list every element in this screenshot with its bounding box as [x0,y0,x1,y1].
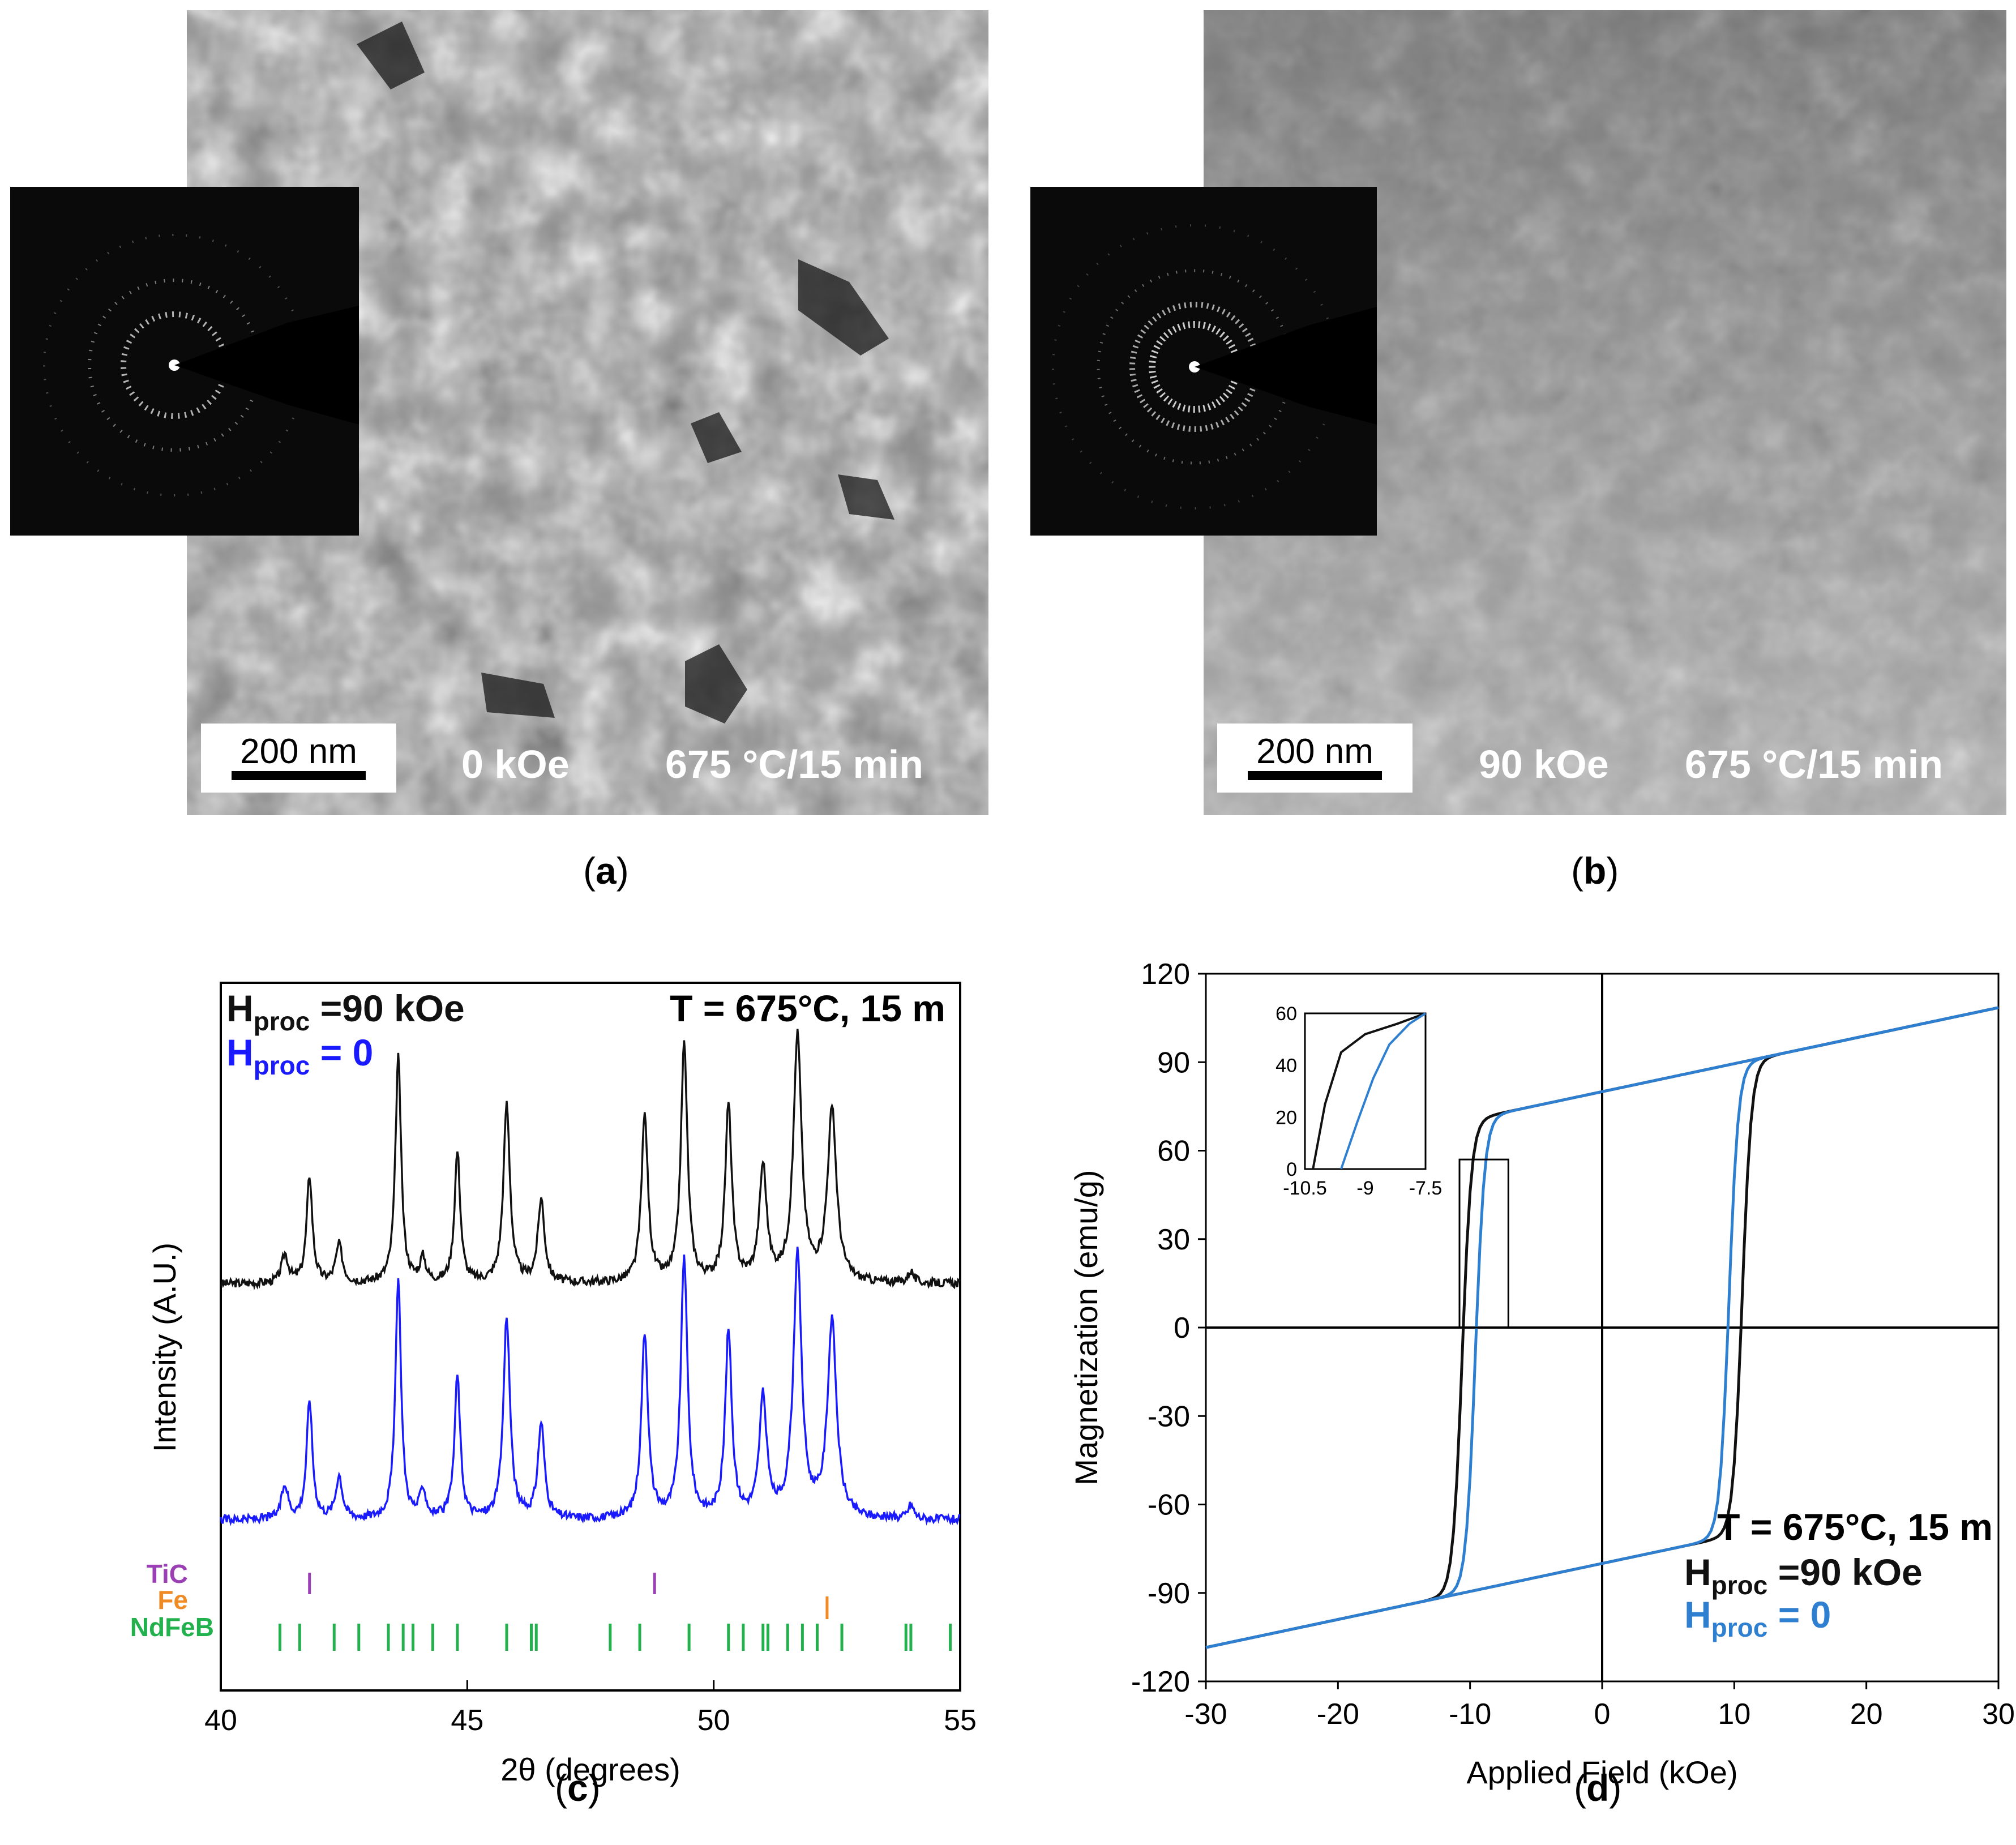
mh-inset-x-tick-label: -9 [1356,1178,1373,1199]
xrd-annotation: T = 675°C, 15 m [670,987,945,1029]
mh-inset-y-tick-label: 0 [1286,1159,1297,1180]
mh-inset-y-tick-label: 60 [1275,1003,1297,1025]
mh-series [1205,1006,1999,1649]
hysteresis-chart: -30 -20 -10 0 10 20 301209060300-30-60-90-120 … [1068,958,2015,1790]
scale-bar-label-a: 200 nm [240,732,357,771]
xrd-x-axis-label: 2θ (degrees) [500,1752,680,1787]
mh-legend-black: Hproc =90 kOe [1684,1551,1923,1600]
mh-x-axis-label: Applied Field (kOe) [1466,1754,1737,1790]
diffraction-rings-b [1052,224,1377,510]
scale-bar-a [232,771,366,780]
mh-x-tick-label: 30 [1982,1698,2015,1731]
xrd-chart: 40 45 50 55 2θ (degrees) Intensity (A.U.) H… [130,982,977,1787]
tem-micrograph-a [187,10,988,815]
xrd-x-tick-label: 45 [451,1704,483,1737]
phase-label-ndfeb: NdFeB [130,1612,214,1642]
phase-label-fe: Fe [157,1585,188,1615]
panel-a: 200 nm 0 kOe 675 °C/15 min (a) [0,0,996,892]
saed-pattern-b [1030,187,1377,536]
mh-y-tick-label: 120 [1141,958,1190,991]
mh-inset-x-tick-label: -7.5 [1409,1178,1443,1199]
mh-x-tick-label: -20 [1317,1698,1359,1731]
mh-x-tick-label: -30 [1184,1698,1227,1731]
mh-inset-curve-0 [1312,1012,1426,1170]
phase-label-tic: TiC [147,1559,188,1589]
xrd-x-tick-label: 40 [204,1704,237,1737]
treatment-label-a: 675 °C/15 min [665,742,923,786]
mh-inset-frame [1304,1012,1427,1170]
panel-label-a: (a) [583,850,629,892]
mh-x-tick-label: 0 [1594,1698,1611,1731]
xrd-series [220,1029,961,1526]
saed-pattern-a [10,187,359,536]
tem-grain-texture-a [187,10,988,815]
mh-y-tick-label: -120 [1131,1666,1190,1698]
treatment-label-b: 675 °C/15 min [1685,742,1943,786]
scale-bar-b [1248,771,1382,780]
mh-annotation: T = 675°C, 15 m [1717,1506,1993,1548]
field-label-b: 90 kOe [1479,742,1609,786]
xrd-legend-blue: Hproc = 0 [226,1031,373,1080]
mh-inset: -10.5 -9 -7.5 60 40 20 0 [1275,1003,1442,1199]
diffraction-rings-a [43,234,359,496]
field-label-a: 0 kOe [461,742,570,786]
mh-y-axis-label: Magnetization (emu/g) [1068,1170,1104,1485]
panel-label-c: (c) [555,1767,601,1809]
xrd-plot-frame [220,982,961,1692]
scale-bar-label-b: 200 nm [1256,732,1373,771]
scale-bar-box-b: 200 nm [1217,724,1413,793]
xrd-legend-black: Hproc =90 kOe [226,987,465,1036]
mh-inset-y-tick-label: 40 [1275,1055,1297,1077]
scale-bar-box-a: 200 nm [201,724,396,793]
xrd-y-axis-label: Intensity (A.U.) [147,1243,182,1452]
mh-y-tick-label: -30 [1148,1400,1190,1433]
mh-x-tick-label: 20 [1850,1698,1883,1731]
xrd-x-tick-label: 50 [697,1704,730,1737]
mh-zoom-box [1458,1158,1509,1329]
mh-inset-curve-1 [1340,1012,1427,1170]
xrd-series-1 [220,1247,961,1526]
tem-grain-texture-b [1204,10,2006,815]
mh-inset-x-tick-label: -10.5 [1283,1178,1327,1199]
xrd-phase-markers [278,1573,952,1651]
xrd-series-0 [220,1029,961,1291]
xrd-x-tick-label: 55 [944,1704,977,1737]
mh-y-tick-label: 90 [1157,1046,1190,1079]
mh-x-tick-label: 10 [1718,1698,1750,1731]
mh-inset-y-tick-label: 20 [1275,1107,1297,1128]
mh-legend-blue: Hproc = 0 [1684,1594,1831,1642]
xrd-x-ticks: 40 45 50 55 [204,1680,977,1737]
mh-y-tick-label: 0 [1174,1312,1190,1345]
mh-y-tick-label: -60 [1148,1489,1190,1522]
mh-y-tick-label: -90 [1148,1577,1190,1610]
panel-label-d: (d) [1574,1767,1622,1809]
mh-y-tick-label: 60 [1157,1135,1190,1168]
panel-b: 200 nm 90 kOe 675 °C/15 min (b) [1019,0,2016,892]
mh-y-tick-label: 30 [1157,1223,1190,1256]
panel-label-b: (b) [1571,850,1619,892]
mh-x-tick-label: -10 [1449,1698,1491,1731]
mh-loop-1-lower [1205,1006,1999,1649]
